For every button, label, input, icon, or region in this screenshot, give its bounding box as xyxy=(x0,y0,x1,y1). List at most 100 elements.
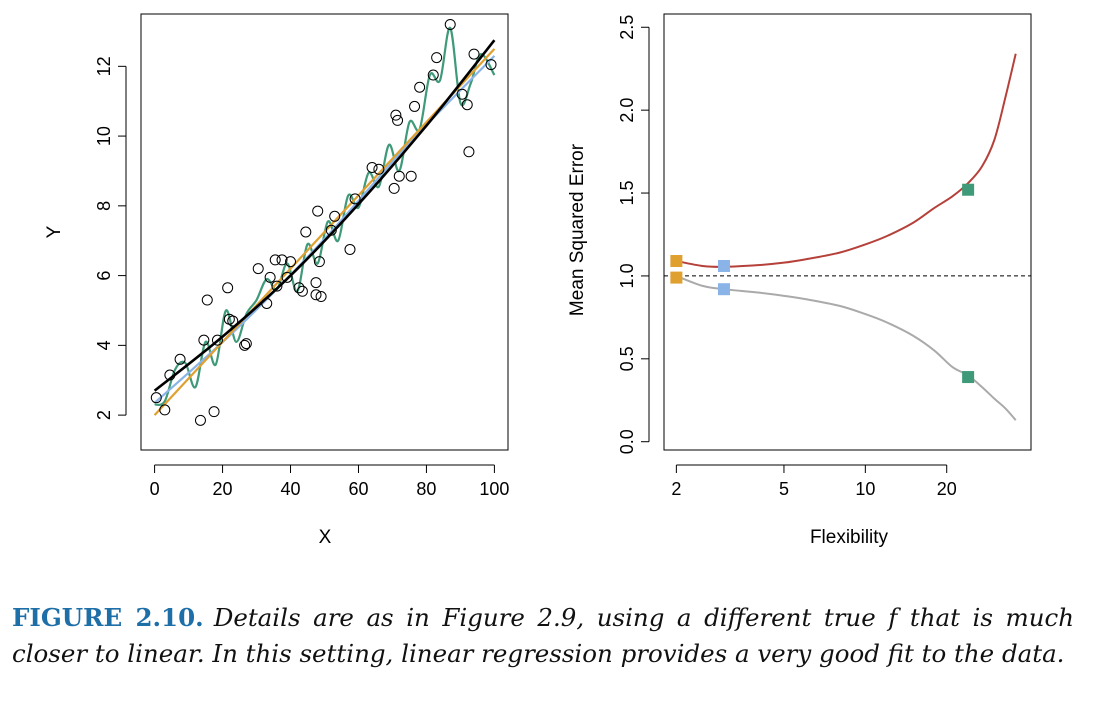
figure-2-10: 0 20 40 60 80 100 2 4 6 8 10 12 X Y 2 5 10 20 0.0 0.5 1… xyxy=(44,13,1032,548)
right-y-tick-label: 2.5 xyxy=(617,15,637,40)
right-y-tick-label: 2.0 xyxy=(617,98,637,123)
right-mse-panel: 2 5 10 20 0.0 0.5 1.0 1.5 2.0 2.5 Flexibility Me… xyxy=(567,13,1032,548)
data-point xyxy=(201,294,213,306)
data-point xyxy=(373,163,385,175)
data-point xyxy=(222,282,234,294)
data-point xyxy=(409,100,421,112)
data-point xyxy=(271,280,283,292)
data-point xyxy=(198,334,210,346)
data-point xyxy=(300,226,312,238)
square-marker xyxy=(717,259,730,272)
right-y-tick-label: 1.0 xyxy=(617,263,637,288)
left-y-tick-label: 2 xyxy=(94,410,114,420)
left-x-axis-label: X xyxy=(319,527,332,548)
left-x-tick-label: 80 xyxy=(416,479,436,499)
data-point xyxy=(261,298,273,310)
data-point xyxy=(269,254,281,266)
square-marker xyxy=(962,183,975,196)
data-point xyxy=(310,277,322,289)
right-y-tick-label: 0.0 xyxy=(617,429,637,454)
caption-label: FIGURE 2.10. xyxy=(12,603,204,632)
data-point xyxy=(485,59,497,71)
data-point xyxy=(312,205,324,217)
data-point xyxy=(390,109,402,121)
left-y-tick-label: 10 xyxy=(94,126,114,146)
smoothing-spline-green xyxy=(154,26,496,406)
square-marker xyxy=(962,371,975,384)
left-y-tick-label: 8 xyxy=(94,201,114,211)
data-point xyxy=(296,285,308,297)
left-x-tick-label: 60 xyxy=(348,479,368,499)
data-point xyxy=(444,18,456,30)
data-point xyxy=(281,271,293,283)
data-point xyxy=(463,146,475,158)
data-point xyxy=(211,334,223,346)
data-point xyxy=(313,256,325,268)
data-point xyxy=(392,114,404,126)
left-data-points xyxy=(150,18,497,426)
left-y-axis: 2 4 6 8 10 12 xyxy=(94,56,127,420)
left-y-axis-label: Y xyxy=(44,225,65,238)
data-point xyxy=(264,271,276,283)
data-point xyxy=(427,69,439,81)
right-x-tick-label: 10 xyxy=(855,479,875,499)
data-point xyxy=(227,315,239,327)
left-x-tick-label: 40 xyxy=(281,479,301,499)
training-mse-curve xyxy=(676,274,1017,421)
square-marker xyxy=(670,255,683,268)
data-point xyxy=(285,256,297,268)
left-plot-frame xyxy=(140,13,509,451)
data-point xyxy=(366,161,378,173)
right-mse-curves xyxy=(676,53,1017,421)
data-point xyxy=(252,263,264,275)
left-fit-curves xyxy=(153,26,496,416)
right-plot-frame xyxy=(663,13,1032,451)
figure-caption: FIGURE 2.10. Details are as in Figure 2.9… xyxy=(12,600,1074,672)
data-point xyxy=(349,193,361,205)
left-x-axis: 0 20 40 60 80 100 xyxy=(150,464,509,499)
true-function-curve xyxy=(153,39,496,392)
data-point xyxy=(329,210,341,222)
data-point xyxy=(174,353,186,365)
right-x-tick-label: 5 xyxy=(779,479,789,499)
left-x-tick-label: 100 xyxy=(479,479,509,499)
data-point xyxy=(388,182,400,194)
data-point xyxy=(208,406,220,418)
left-x-tick-label: 0 xyxy=(150,479,160,499)
data-point xyxy=(325,224,337,236)
data-point xyxy=(468,48,480,60)
data-point xyxy=(344,243,356,255)
data-point xyxy=(405,170,417,182)
data-point xyxy=(315,291,327,303)
square-marker xyxy=(717,283,730,296)
data-point xyxy=(164,369,176,381)
right-markers xyxy=(670,183,975,384)
data-point xyxy=(414,81,426,93)
left-scatter-panel: 0 20 40 60 80 100 2 4 6 8 10 12 X Y xyxy=(44,13,509,548)
data-point xyxy=(276,254,288,266)
data-point xyxy=(194,414,206,426)
right-y-tick-label: 1.5 xyxy=(617,181,637,206)
right-y-axis: 0.0 0.5 1.0 1.5 2.0 2.5 xyxy=(617,15,650,454)
data-point xyxy=(456,88,468,100)
test-mse-curve xyxy=(676,53,1017,268)
right-y-tick-label: 0.5 xyxy=(617,346,637,371)
data-point xyxy=(293,282,305,294)
left-x-tick-label: 20 xyxy=(213,479,233,499)
right-x-axis: 2 5 10 20 xyxy=(671,464,957,499)
right-x-tick-label: 2 xyxy=(671,479,681,499)
data-point xyxy=(393,170,405,182)
left-y-tick-label: 6 xyxy=(94,271,114,281)
square-marker xyxy=(670,271,683,284)
data-point xyxy=(240,338,252,350)
left-y-tick-label: 12 xyxy=(94,56,114,76)
left-y-tick-label: 4 xyxy=(94,340,114,350)
data-point xyxy=(431,52,443,64)
data-point xyxy=(310,289,322,301)
right-x-tick-label: 20 xyxy=(937,479,957,499)
right-x-axis-label: Flexibility xyxy=(810,527,889,548)
data-point xyxy=(239,339,251,351)
data-point xyxy=(461,99,473,111)
data-point xyxy=(159,404,171,416)
caption-text: Details are as in Figure 2.9, using a di… xyxy=(12,603,1074,668)
